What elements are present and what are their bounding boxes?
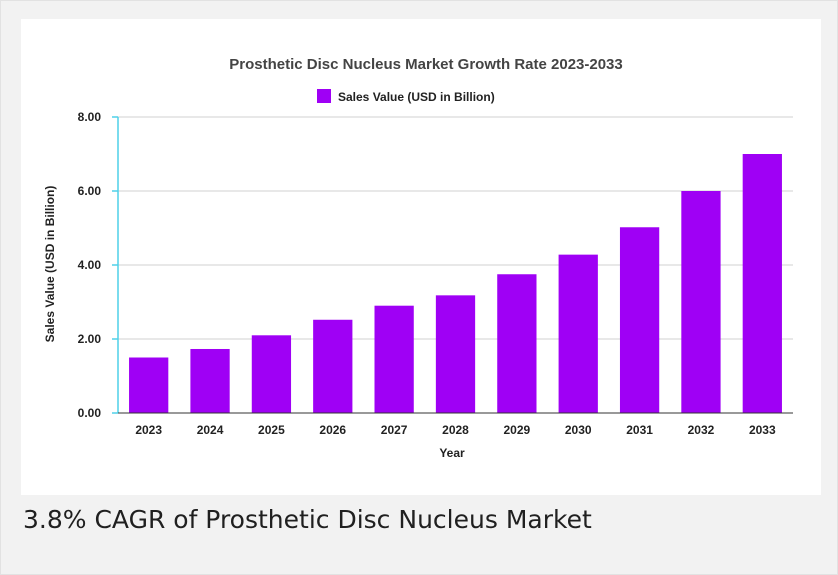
bars — [129, 154, 782, 413]
bar-2031 — [619, 227, 660, 413]
chart: Prosthetic Disc Nucleus Market Growth Ra… — [43, 56, 793, 460]
chart-card: Prosthetic Disc Nucleus Market Growth Ra… — [21, 19, 821, 495]
legend: Sales Value (USD in Billion) — [317, 89, 495, 104]
bar-2024 — [190, 348, 230, 413]
y-tick-labels: 0.00 2.00 4.00 6.00 8.00 — [78, 110, 102, 420]
x-tick-label: 2024 — [197, 423, 224, 437]
x-tick-label: 2025 — [258, 423, 285, 437]
x-axis-label: Year — [439, 446, 465, 460]
bar-2025 — [251, 335, 292, 413]
chart-caption: 3.8% CAGR of Prosthetic Disc Nucleus Mar… — [23, 505, 592, 534]
chart-title: Prosthetic Disc Nucleus Market Growth Ra… — [229, 56, 623, 73]
axes — [117, 117, 793, 414]
bar-2026 — [313, 319, 353, 413]
bar-2023 — [129, 357, 169, 413]
bar-2032 — [681, 191, 721, 413]
x-tick-label: 2028 — [442, 423, 469, 437]
x-tick-label: 2027 — [381, 423, 408, 437]
y-tick-label: 0.00 — [78, 406, 102, 420]
x-tick-label: 2032 — [688, 423, 715, 437]
y-tick-label: 8.00 — [78, 110, 102, 124]
bar-2033 — [742, 154, 782, 413]
bar-2029 — [497, 274, 537, 413]
x-tick-label: 2030 — [565, 423, 592, 437]
y-tick-label: 2.00 — [78, 332, 102, 346]
bar-2028 — [435, 295, 476, 413]
x-tick-label: 2033 — [749, 423, 776, 437]
x-tick-labels: 2023 2024 2025 2026 2027 2028 2029 2030 2031 2032… — [135, 423, 776, 437]
bar-2030 — [558, 254, 598, 413]
x-tick-label: 2031 — [626, 423, 653, 437]
gridlines — [112, 116, 793, 414]
x-tick-label: 2026 — [319, 423, 346, 437]
legend-swatch — [317, 89, 331, 103]
y-axis-label: Sales Value (USD in Billion) — [43, 186, 57, 343]
y-tick-label: 4.00 — [78, 258, 102, 272]
y-tick-label: 6.00 — [78, 184, 102, 198]
bar-2027 — [374, 305, 414, 413]
x-tick-label: 2023 — [135, 423, 162, 437]
legend-label: Sales Value (USD in Billion) — [338, 90, 495, 104]
x-tick-label: 2029 — [504, 423, 531, 437]
